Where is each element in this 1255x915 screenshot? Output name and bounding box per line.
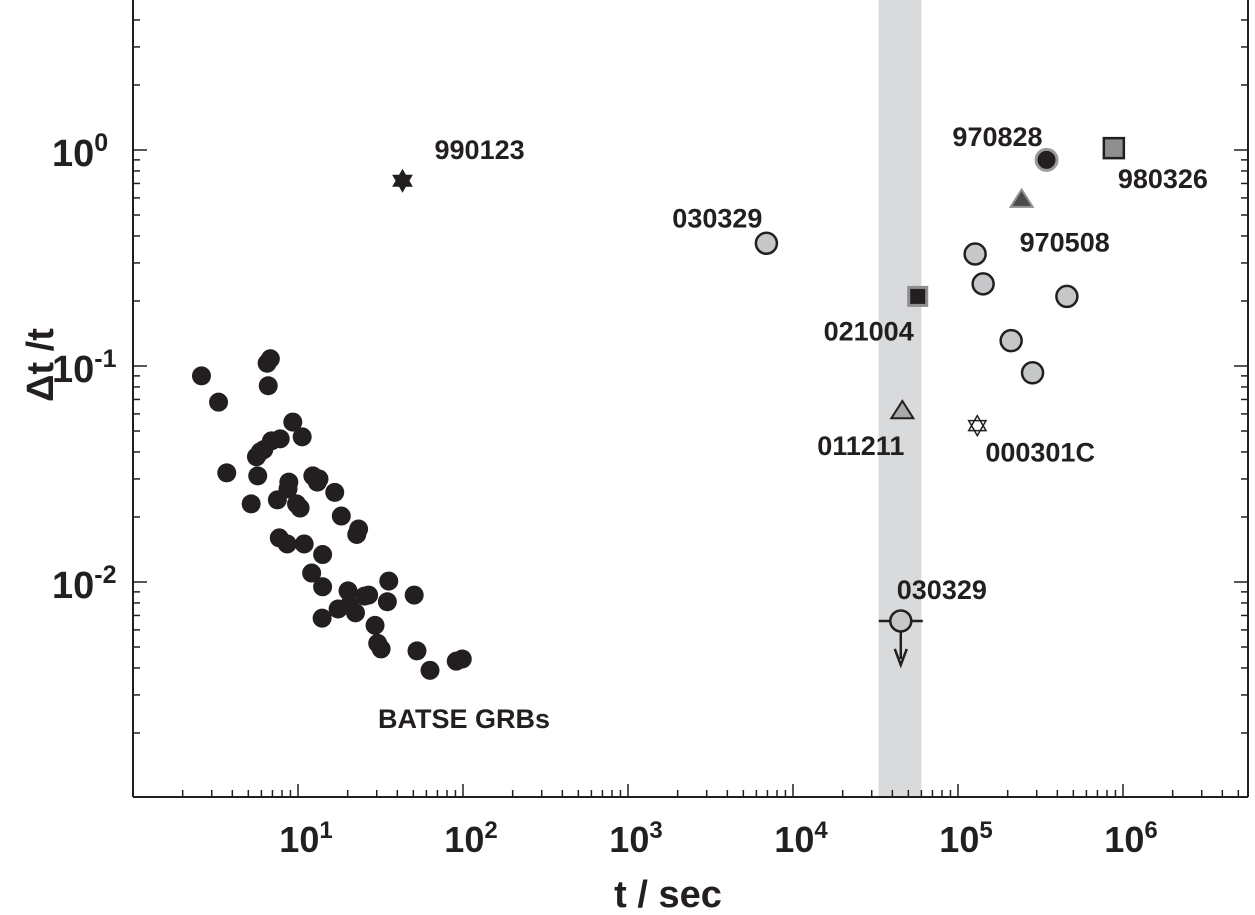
y-tick-label: 10-1: [52, 345, 117, 391]
data-point-circle: [279, 472, 299, 492]
data-point-circle-gray: [1055, 284, 1079, 309]
data-point-circle: [309, 469, 329, 489]
data-point-circle-gray: [963, 242, 987, 266]
data-point-circle: [325, 482, 345, 502]
point-label: 990123: [435, 135, 525, 165]
data-point-circle: [283, 412, 303, 432]
data-point-circle: [420, 660, 440, 680]
point-label: 000301C: [985, 438, 1095, 468]
point-labels: 990123 030329 021004 011211 000301C 970828 970…: [378, 122, 1208, 734]
x-tick-label: 103: [609, 817, 662, 860]
data-point-circle: [209, 392, 229, 412]
y-tick-label: 10-2: [52, 561, 117, 607]
x-tick-label: 101: [279, 817, 332, 860]
plot-frame: [132, 0, 1249, 798]
data-point-circle: [379, 571, 399, 591]
x-tick-label: 102: [444, 817, 497, 860]
data-point-circle-gray: [889, 609, 913, 633]
x-tick-label: 104: [774, 817, 828, 860]
data-point-circle: [217, 463, 237, 483]
data-point-circle: [191, 366, 211, 386]
data-point-circle: [313, 577, 333, 597]
data-point-circle: [349, 519, 369, 539]
data-point-circle: [377, 592, 397, 612]
data-point-circle: [258, 376, 278, 396]
data-point-circle: [292, 427, 312, 447]
point-label: 970828: [952, 122, 1042, 152]
data-point-circle-gray: [754, 231, 779, 256]
data-point-circle: [313, 545, 333, 565]
data-point-circle-gray: [999, 328, 1023, 353]
data-point-circle: [312, 608, 332, 628]
shaded-band: [878, 0, 922, 797]
y-tick-label: 100: [52, 129, 108, 175]
data-point-square-gray: [1102, 136, 1126, 160]
y-axis: 100 10-1 10-2: [52, 19, 1248, 734]
point-label: 030329: [897, 575, 987, 605]
data-point-circle: [248, 466, 268, 486]
x-axis: 101 102 103 104 105 106: [181, 784, 1240, 860]
x-tick-label: 106: [1104, 817, 1157, 860]
data-point-square-black: [907, 285, 929, 307]
point-label: 011211: [817, 431, 904, 461]
data-point-circle: [365, 615, 385, 635]
batse-annotation: BATSE GRBs: [378, 704, 550, 734]
point-label: 970508: [1020, 227, 1110, 257]
data-point-circle: [404, 585, 424, 605]
data-point-circle: [452, 649, 472, 669]
data-point-circle: [331, 506, 351, 526]
x-axis-label: t / sec: [614, 874, 722, 915]
data-point-star-filled: [392, 168, 413, 193]
upper-limit-arrow-head: [893, 648, 908, 669]
data-point-circle: [338, 581, 358, 601]
data-point-circle: [270, 429, 290, 449]
data-point-circle: [371, 639, 391, 659]
data-point-triangle-gray: [889, 399, 916, 420]
point-label: 980326: [1118, 164, 1208, 194]
data-point-circle: [241, 494, 261, 514]
x-tick-label: 105: [939, 817, 992, 860]
data-point-circle-gray: [1020, 361, 1045, 385]
data-point-circle: [260, 349, 280, 369]
data-point-circle-gray: [971, 272, 995, 296]
data-points: [191, 136, 1126, 680]
data-point-circle-black: [1034, 147, 1059, 172]
data-point-circle: [277, 534, 297, 554]
data-point-circle: [294, 534, 314, 554]
y-axis-label: Δt /t: [20, 328, 62, 402]
data-point-circle: [290, 498, 310, 518]
data-point-circle: [359, 585, 379, 605]
data-point-circle: [407, 641, 427, 661]
point-label: 021004: [824, 316, 914, 346]
data-point-triangle-dark: [1008, 187, 1035, 208]
data-point-circle: [345, 603, 365, 623]
point-label: 030329: [672, 203, 762, 233]
data-point-star-open: [967, 414, 988, 438]
data-point-circle: [302, 563, 322, 583]
